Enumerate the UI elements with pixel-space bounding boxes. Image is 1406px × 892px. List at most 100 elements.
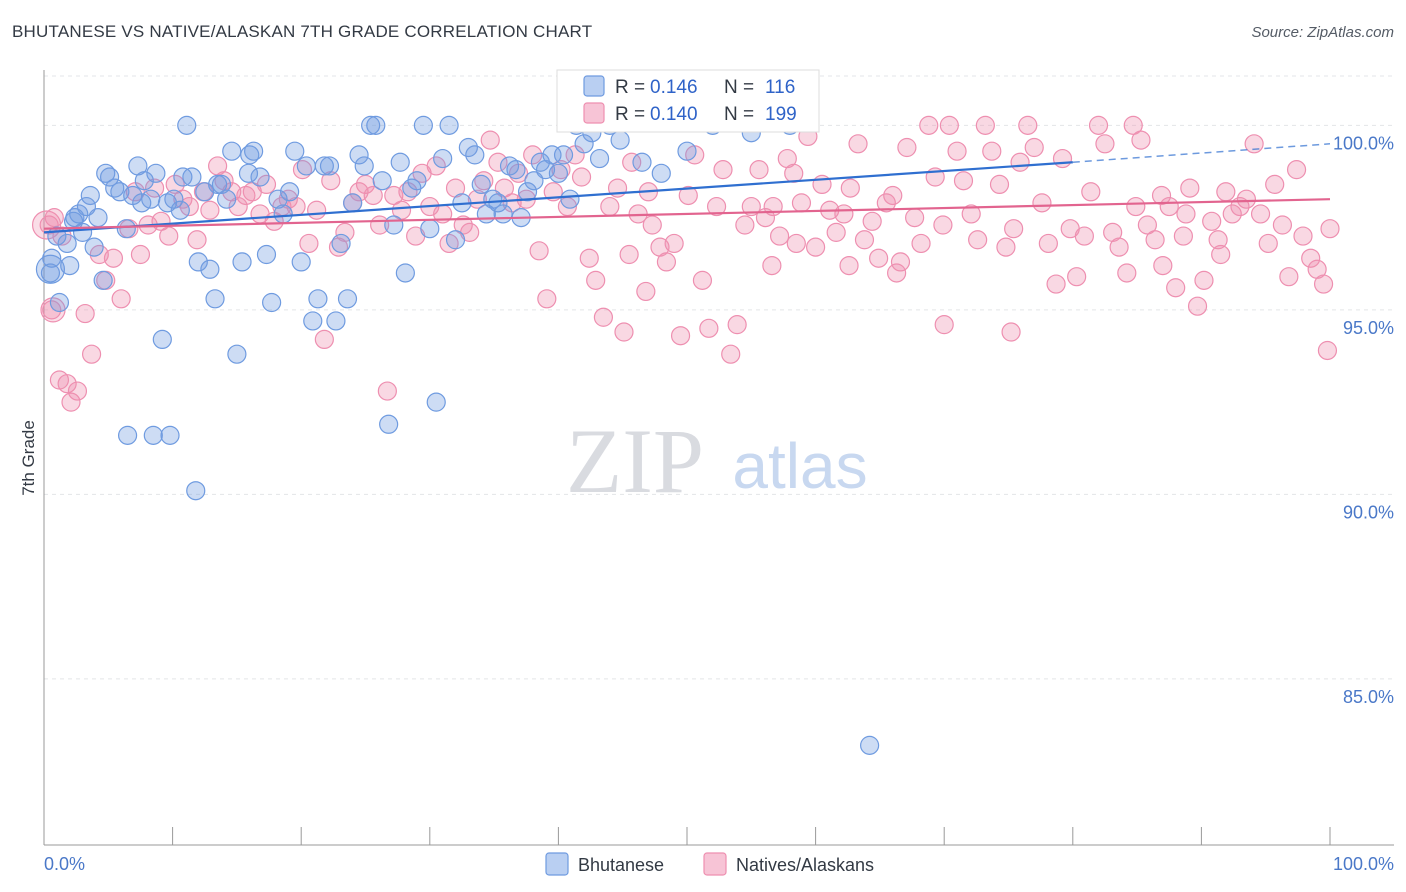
bhutanese-point (354, 156, 374, 176)
bhutanese-point (240, 145, 260, 165)
natives-point (1032, 193, 1052, 213)
bhutanese-point (632, 152, 652, 172)
bhutanese-point (574, 134, 594, 154)
y-axis-title: 7th Grade (19, 420, 38, 496)
natives-point (1236, 189, 1257, 209)
x-tick-label-max: 100.0% (1333, 854, 1394, 874)
natives-point (721, 344, 741, 364)
bhutanese-point (60, 255, 80, 276)
trend-line-bhutanese (43, 161, 1073, 234)
trend-lines (43, 143, 1331, 234)
natives-point (1286, 160, 1307, 180)
natives-point (1250, 204, 1271, 224)
bhutanese-point (40, 263, 61, 283)
bhutanese-point (170, 200, 190, 220)
natives-point (187, 230, 207, 250)
bhutanese-point (426, 392, 446, 412)
bhutanese-point (96, 163, 116, 183)
natives-point (876, 193, 896, 213)
natives-point (636, 281, 656, 302)
bhutanese-point (589, 148, 610, 169)
legend-n-value-1: 116 (765, 77, 795, 98)
bhutanese-point (308, 289, 328, 309)
natives-point (1211, 244, 1231, 265)
bhutanese-point (439, 115, 459, 135)
natives-point (335, 222, 355, 242)
natives-point (619, 244, 639, 265)
bhutanese-point (143, 425, 163, 445)
bhutanese-point (84, 237, 104, 257)
legend-n-label-2: N = (724, 104, 754, 125)
bhutanese-point (164, 189, 184, 209)
bhutanese-point (366, 115, 386, 135)
natives-point (1194, 270, 1214, 290)
natives-point (890, 252, 911, 272)
natives-point (953, 171, 974, 191)
natives-point (579, 248, 599, 268)
natives-point (862, 211, 882, 231)
bhutanese-point (152, 329, 172, 350)
bhutanese-point (395, 263, 415, 283)
bhutanese-point (116, 219, 136, 239)
bhutanese-point (217, 189, 237, 209)
legend-box: R = 0.146 N = 116 R = 0.140 N = 199 (556, 69, 820, 133)
trend-line-bhutanese-extension (1072, 143, 1331, 164)
natives-point (111, 289, 131, 309)
source-label: Source: ZipAtlas.com (1251, 24, 1394, 41)
legend-r-label-1: R = (615, 77, 645, 98)
bhutanese-point (262, 292, 282, 313)
natives-point (75, 303, 95, 324)
series-bhutanese-points (35, 115, 880, 755)
bhutanese-point (517, 182, 538, 202)
bhutanese-point (326, 311, 346, 331)
natives-point (593, 307, 614, 327)
bhutanese-point (88, 208, 108, 228)
natives-point (1001, 322, 1021, 342)
natives-point (292, 160, 313, 180)
bottom-legend: Bhutanese Natives/Alaskans (545, 852, 874, 876)
natives-point (1126, 196, 1146, 217)
legend-r-value-2: 0.140 (650, 104, 698, 125)
bhutanese-point (268, 189, 288, 209)
natives-point (1272, 215, 1293, 235)
natives-point (805, 237, 826, 257)
bhutanese-point (542, 145, 562, 165)
bhutanese-point (483, 189, 503, 209)
natives-point (363, 185, 383, 206)
natives-point (1109, 237, 1129, 257)
bhutanese-point (93, 270, 113, 290)
natives-point (278, 189, 298, 209)
bhutanese-point (208, 174, 228, 195)
natives-point (968, 230, 988, 250)
natives-point (1074, 226, 1094, 246)
natives-point (934, 315, 954, 335)
natives-point (384, 185, 404, 206)
natives-point (1046, 274, 1066, 294)
natives-point (1004, 219, 1024, 239)
bhutanese-point (186, 481, 206, 501)
natives-point (762, 255, 782, 276)
natives-point (839, 255, 859, 276)
natives-point (1018, 115, 1038, 135)
natives-point (834, 204, 854, 224)
natives-point (1131, 130, 1151, 150)
natives-point (1258, 233, 1278, 254)
bhutanese-point (314, 156, 334, 176)
natives-point (989, 174, 1010, 195)
natives-point (453, 215, 473, 235)
bhutanese-point (244, 141, 264, 161)
natives-point (622, 152, 642, 172)
bhutanese-point (361, 115, 381, 135)
bhutanese-point (677, 141, 697, 161)
natives-point (786, 233, 806, 254)
bhutanese-point (420, 219, 440, 239)
natives-point (947, 141, 967, 161)
trend-line-natives (43, 198, 1331, 230)
natives-point (1137, 215, 1157, 235)
bhutanese-point (222, 141, 242, 161)
bhutanese-point (280, 182, 300, 202)
natives-point (236, 185, 256, 206)
bhutanese-point (651, 163, 671, 183)
natives-point (228, 196, 248, 217)
bhutanese-point (413, 115, 433, 135)
